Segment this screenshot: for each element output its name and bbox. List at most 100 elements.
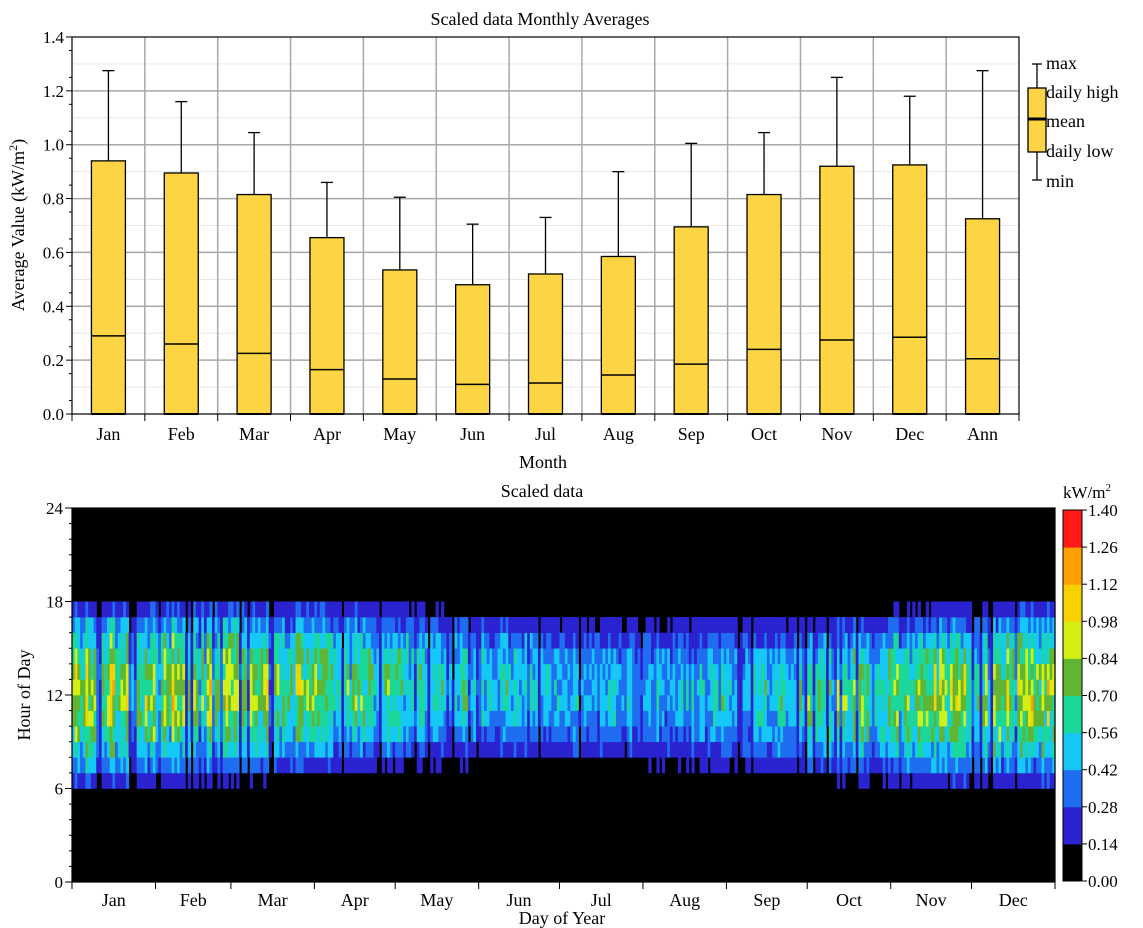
heatmap-cell bbox=[368, 710, 372, 727]
heatmap-cell bbox=[279, 617, 283, 633]
heatmap-cell bbox=[753, 663, 757, 680]
heatmap-cell bbox=[1033, 648, 1037, 665]
heatmap-cell bbox=[249, 710, 254, 727]
heatmap-cell bbox=[861, 648, 865, 665]
heatmap-cell bbox=[117, 601, 122, 618]
heatmap-cell bbox=[497, 679, 501, 696]
heatmap-cell bbox=[753, 632, 757, 649]
heatmap-cell bbox=[702, 695, 706, 711]
heatmap-cell bbox=[869, 679, 873, 696]
heatmap-cell bbox=[90, 710, 95, 727]
heatmap-cell bbox=[823, 726, 827, 743]
heatmap-cell bbox=[742, 632, 746, 649]
heatmap-cell bbox=[572, 632, 577, 649]
heatmap-cell bbox=[344, 741, 348, 758]
heatmap-cell bbox=[90, 601, 95, 618]
heatmap-cell bbox=[616, 710, 620, 727]
heatmap-cell bbox=[112, 617, 116, 633]
heatmap-cell bbox=[618, 741, 623, 758]
heatmap-cell bbox=[896, 632, 900, 649]
heatmap-cell bbox=[489, 663, 493, 680]
heatmap-cell bbox=[150, 710, 154, 727]
heatmap-cell bbox=[575, 741, 579, 758]
heatmap-cell bbox=[392, 648, 396, 665]
heatmap-cell bbox=[325, 663, 329, 680]
heatmap-cell bbox=[828, 726, 833, 743]
heatmap-cell bbox=[1038, 695, 1043, 711]
heatmap-cell bbox=[912, 632, 916, 649]
heatmap-cell bbox=[257, 695, 262, 711]
heatmap-cell bbox=[427, 726, 431, 743]
heatmap-cell bbox=[949, 679, 954, 696]
heatmap-cell bbox=[260, 601, 264, 618]
heatmap-cell bbox=[718, 648, 722, 665]
heatmap-cell bbox=[352, 679, 356, 696]
heatmap-cell bbox=[72, 710, 76, 727]
colorbar-swatch bbox=[1063, 732, 1082, 771]
heatmap-cell bbox=[721, 726, 725, 743]
heatmap-cell bbox=[74, 601, 78, 618]
heatmap-cell bbox=[920, 632, 924, 649]
heatmap-cell bbox=[885, 632, 889, 649]
heatmap-cell bbox=[923, 695, 927, 711]
heatmap-cell bbox=[1006, 632, 1010, 649]
heatmap-cell bbox=[430, 726, 434, 743]
heatmap-cell bbox=[292, 726, 297, 743]
heatmap-cell bbox=[203, 757, 208, 774]
heatmap-cell bbox=[556, 741, 561, 758]
heatmap-cell bbox=[960, 663, 965, 680]
heatmap-cell bbox=[446, 679, 450, 696]
heatmap-cell bbox=[238, 632, 243, 649]
heatmap-cell bbox=[139, 663, 143, 680]
heatmap-cell bbox=[850, 710, 854, 727]
heatmap-cell bbox=[381, 695, 386, 711]
heatmap-cell bbox=[629, 663, 633, 680]
heatmap-cell bbox=[901, 632, 905, 649]
heatmap-cell bbox=[823, 632, 827, 649]
heatmap-cell bbox=[861, 710, 865, 727]
heatmap-cell bbox=[947, 741, 951, 758]
heatmap-cell bbox=[346, 679, 350, 696]
heatmap-cell bbox=[1046, 679, 1051, 696]
heatmap-cell bbox=[265, 695, 270, 711]
heatmap-cell bbox=[933, 726, 938, 743]
heatmap-cell bbox=[715, 632, 719, 649]
heatmap-cell bbox=[939, 632, 943, 649]
heatmap-cell bbox=[411, 663, 415, 680]
heatmap-cell bbox=[481, 741, 485, 758]
heatmap-cell bbox=[702, 710, 706, 727]
heatmap-cell bbox=[376, 679, 380, 696]
heatmap-cell bbox=[373, 648, 377, 665]
heatmap-cell bbox=[510, 695, 515, 711]
heatmap-cell bbox=[925, 726, 930, 743]
heatmap-cell bbox=[637, 648, 641, 665]
heatmap-cell bbox=[524, 679, 528, 696]
heatmap-cell bbox=[236, 601, 240, 618]
heatmap-cell bbox=[298, 741, 302, 758]
heatmap-cell bbox=[123, 772, 127, 789]
heatmap-x-tick-label: Jun bbox=[507, 890, 532, 910]
box-y-axis-label-close: ) bbox=[8, 139, 29, 145]
heatmap-cell bbox=[513, 726, 517, 743]
heatmap-cell bbox=[360, 663, 364, 680]
heatmap-cell bbox=[982, 679, 986, 696]
heatmap-cell bbox=[545, 679, 550, 696]
heatmap-cell bbox=[925, 679, 930, 696]
heatmap-cell bbox=[395, 757, 399, 774]
heatmap-cell bbox=[831, 695, 835, 711]
heatmap-cell bbox=[201, 741, 205, 758]
heatmap-cell bbox=[500, 695, 504, 711]
heatmap-cell bbox=[1044, 617, 1048, 633]
heatmap-cell bbox=[133, 757, 138, 774]
heatmap-cell bbox=[505, 710, 509, 727]
heatmap-cell bbox=[510, 632, 515, 649]
heatmap-cell bbox=[839, 617, 843, 633]
heatmap-cell bbox=[529, 726, 534, 743]
heatmap-cell bbox=[634, 617, 639, 633]
heatmap-cell bbox=[325, 679, 329, 696]
heatmap-cell bbox=[721, 617, 725, 633]
heatmap-cell bbox=[1028, 726, 1032, 743]
heatmap-cell bbox=[556, 632, 561, 649]
heatmap-cell bbox=[459, 632, 464, 649]
